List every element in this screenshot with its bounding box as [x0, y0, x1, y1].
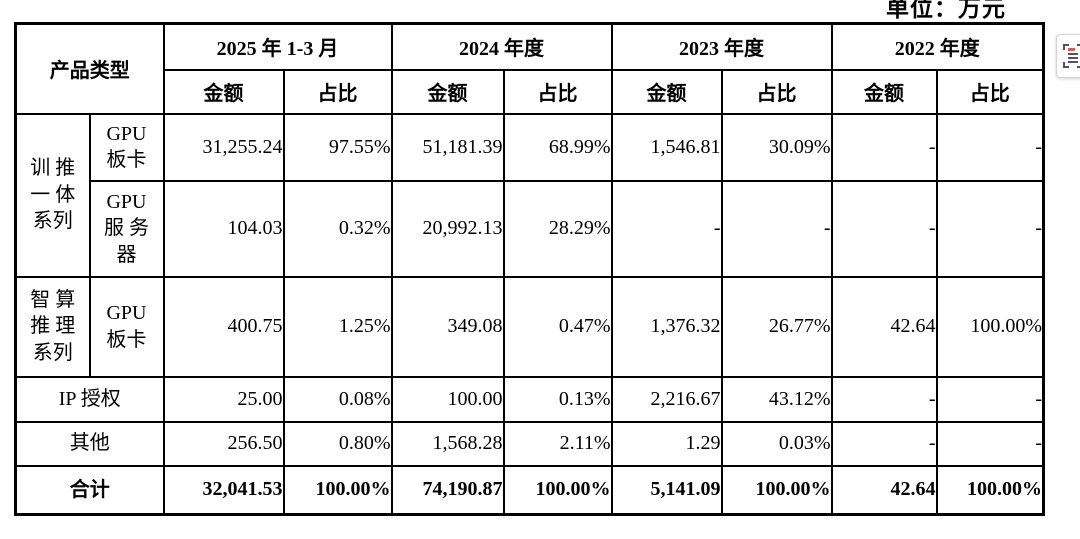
ratio-cell: - [935, 420, 1045, 467]
ratio-cell: - [935, 375, 1045, 423]
table-capture-button[interactable] [1056, 34, 1080, 78]
amount-header: 金额 [830, 68, 938, 115]
ratio-cell: 100.00% [282, 464, 393, 516]
period-header-2022: 2022 年度 [830, 22, 1045, 71]
ratio-header: 占比 [935, 68, 1045, 115]
amount-header: 金额 [610, 68, 723, 115]
ratio-cell: 0.47% [502, 275, 613, 378]
amount-cell: 1.29 [610, 420, 723, 467]
ratio-cell: 0.80% [282, 420, 393, 467]
amount-cell: 74,190.87 [390, 464, 505, 516]
amount-cell: 31,255.24 [162, 112, 285, 182]
amount-cell: 349.08 [390, 275, 505, 378]
row-label: IP 授权 [14, 375, 165, 423]
ratio-cell: 30.09% [720, 112, 833, 182]
ratio-cell: 26.77% [720, 275, 833, 378]
ratio-cell: 97.55% [282, 112, 393, 182]
amount-cell: - [830, 179, 938, 278]
header-row-measures: 金额 占比 金额 占比 金额 占比 金额 占比 [16, 68, 1045, 115]
row-group-label: 训 推 一 体 系列 [14, 112, 91, 278]
row-sub-label: GPU 板卡 [88, 275, 165, 378]
table-capture-icon [1063, 44, 1080, 68]
amount-cell: 25.00 [162, 375, 285, 423]
ratio-cell: 0.13% [502, 375, 613, 423]
row-group-label: 智 算 推 理 系列 [14, 275, 91, 378]
amount-cell: 1,376.32 [610, 275, 723, 378]
row-label: 其他 [14, 420, 165, 467]
ratio-cell: 2.11% [502, 420, 613, 467]
ratio-cell: - [720, 179, 833, 278]
ratio-cell: 68.99% [502, 112, 613, 182]
table-row: IP 授权 25.00 0.08% 100.00 0.13% 2,216.67 … [14, 375, 1045, 423]
amount-cell: 256.50 [162, 420, 285, 467]
amount-cell: - [830, 420, 938, 467]
ratio-cell: 100.00% [935, 464, 1045, 516]
amount-cell: 42.64 [830, 275, 938, 378]
ratio-header: 占比 [282, 68, 393, 115]
amount-cell: 51,181.39 [390, 112, 505, 182]
amount-cell: - [610, 179, 723, 278]
table-row: GPU 服 务 器 104.03 0.32% 20,992.13 28.29% … [16, 179, 1045, 278]
amount-header: 金额 [390, 68, 505, 115]
ratio-cell: 0.03% [720, 420, 833, 467]
amount-header: 金额 [162, 68, 285, 115]
ratio-cell: - [935, 179, 1045, 278]
ratio-cell: 100.00% [502, 464, 613, 516]
product-type-header-cell: 产品类型 [14, 22, 165, 115]
amount-cell: 400.75 [162, 275, 285, 378]
total-label: 合计 [14, 464, 165, 516]
ratio-cell: - [935, 112, 1045, 182]
header-row-periods: 产品类型 2025 年 1-3 月 2024 年度 2023 年度 2022 年… [14, 22, 1045, 115]
table-row: 智 算 推 理 系列 GPU 板卡 400.75 1.25% 349.08 0.… [14, 275, 1045, 378]
ratio-cell: 0.08% [282, 375, 393, 423]
amount-cell: 1,546.81 [610, 112, 723, 182]
amount-cell: - [830, 112, 938, 182]
row-sub-label: GPU 板卡 [88, 112, 165, 182]
row-sub-label: GPU 服 务 器 [88, 179, 165, 278]
amount-cell: 20,992.13 [390, 179, 505, 278]
ratio-header: 占比 [502, 68, 613, 115]
total-row: 合计 32,041.53 100.00% 74,190.87 100.00% 5… [14, 464, 1045, 516]
table-row: 其他 256.50 0.80% 1,568.28 2.11% 1.29 0.03… [14, 420, 1045, 467]
amount-cell: 1,568.28 [390, 420, 505, 467]
table-row: 训 推 一 体 系列 GPU 板卡 31,255.24 97.55% 51,18… [14, 112, 1045, 278]
ratio-cell: 28.29% [502, 179, 613, 278]
ratio-header: 占比 [720, 68, 833, 115]
amount-cell: 104.03 [162, 179, 285, 278]
ratio-cell: 1.25% [282, 275, 393, 378]
ratio-cell: 0.32% [282, 179, 393, 278]
amount-cell: 100.00 [390, 375, 505, 423]
amount-cell: 32,041.53 [162, 464, 285, 516]
amount-cell: 42.64 [830, 464, 938, 516]
amount-cell: 2,216.67 [610, 375, 723, 423]
period-header-2025: 2025 年 1-3 月 [162, 22, 393, 71]
unit-label: 单位：万元 [886, 0, 1006, 21]
amount-cell: 5,141.09 [610, 464, 723, 516]
ratio-cell: 100.00% [935, 275, 1045, 378]
amount-cell: - [830, 375, 938, 423]
revenue-by-product-table: 产品类型 2025 年 1-3 月 2024 年度 2023 年度 2022 年… [14, 22, 1046, 516]
period-header-2023: 2023 年度 [610, 22, 833, 71]
period-header-2024: 2024 年度 [390, 22, 613, 71]
ratio-cell: 43.12% [720, 375, 833, 423]
ratio-cell: 100.00% [720, 464, 833, 516]
